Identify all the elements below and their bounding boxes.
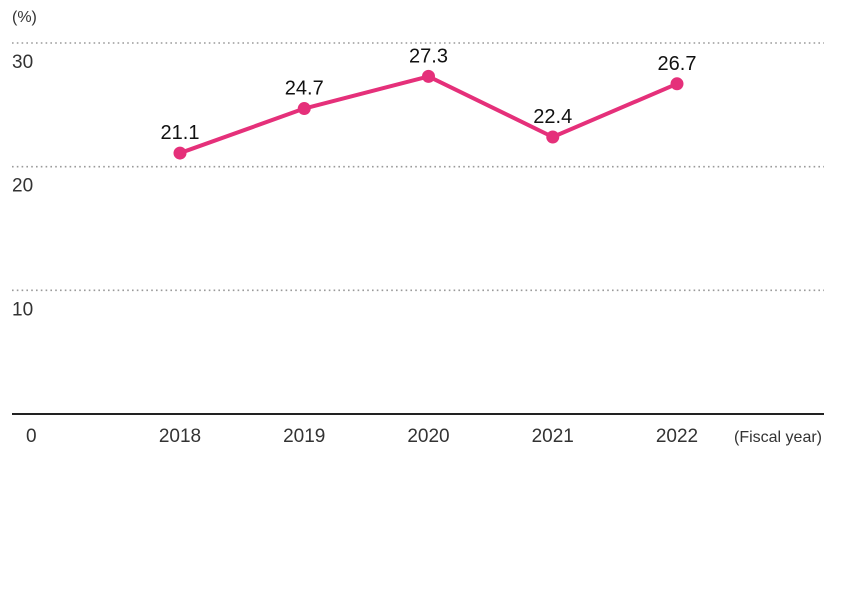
y-tick-labels: 0 10 20 30 [12, 52, 37, 447]
x-tick-label: 2019 [283, 426, 325, 447]
data-point [422, 69, 435, 83]
x-tick-label: 2020 [407, 426, 449, 447]
series-line [178, 74, 679, 156]
grid-layer [12, 42, 824, 292]
x-tick-label: 2022 [656, 426, 698, 447]
y-unit-label: (%) [12, 9, 37, 26]
y-tick-label: 10 [12, 299, 33, 320]
x-tick-labels: 2018 2019 2020 2021 2022 [159, 426, 698, 447]
y-tick-label: 0 [26, 426, 37, 447]
data-point [546, 130, 560, 144]
data-point [297, 102, 311, 116]
y-tick-label: 30 [12, 52, 33, 73]
data-point [173, 146, 187, 160]
data-label: 21.1 [161, 122, 200, 144]
y-tick-label: 20 [12, 176, 33, 197]
x-tick-label: 2021 [532, 426, 574, 447]
data-label: 26.7 [658, 53, 697, 75]
x-unit-label: (Fiscal year) [734, 429, 822, 446]
data-label: 22.4 [533, 106, 572, 128]
data-label: 27.3 [409, 45, 448, 67]
data-label: 24.7 [285, 78, 324, 100]
series-layer: 21.1 24.7 27.3 22.4 26.7 [161, 45, 697, 160]
data-point [670, 77, 684, 91]
x-tick-label: 2018 [159, 426, 201, 447]
